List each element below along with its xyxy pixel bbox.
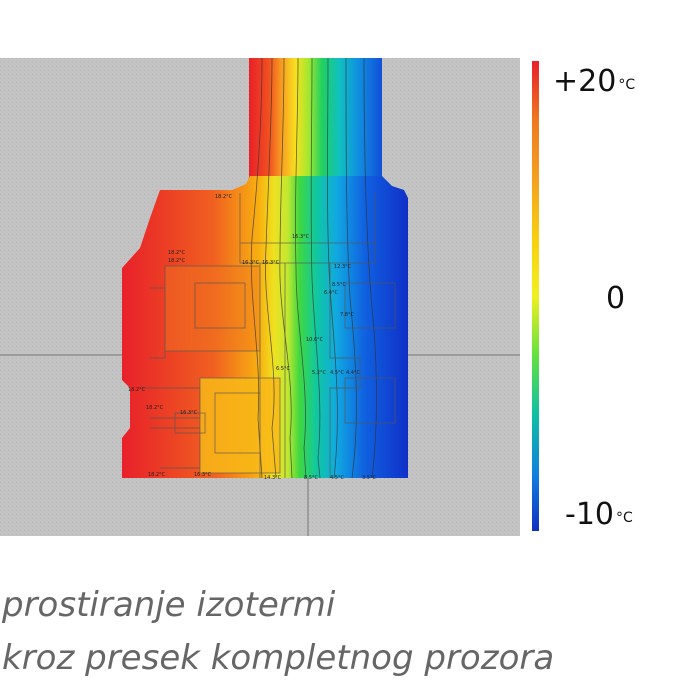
scale-min-unit: °C xyxy=(616,510,633,526)
isotherm-label: 14.3°C xyxy=(264,475,282,481)
isotherm-label: 6.5°C xyxy=(276,366,290,372)
isotherm-label: 18.2°C xyxy=(168,250,186,256)
caption-line-1: prostiranje izotermi xyxy=(2,585,336,625)
frame-chamber-lower xyxy=(200,378,280,473)
isotherm-label: 16.3°C xyxy=(194,472,212,478)
isotherm-label: 18.2°C xyxy=(215,194,233,200)
window-frame-section xyxy=(122,176,408,478)
isotherm-label: 4.5°C xyxy=(330,370,344,376)
isotherm-label: 6.4°C xyxy=(324,290,338,296)
isotherm-label: 16.3°C xyxy=(292,234,310,240)
isotherm-label: 7.8°C xyxy=(340,312,354,318)
temperature-color-scale-bar xyxy=(532,61,539,531)
frame-profile-outlines xyxy=(140,193,396,478)
isotherm-label: 16.3°C xyxy=(242,260,260,266)
scale-max-value: +20 xyxy=(553,64,617,99)
isotherm-label: 5.2°C xyxy=(312,370,326,376)
scale-min-value: -10 xyxy=(565,497,614,532)
isotherm-label: 18.2°C xyxy=(146,405,164,411)
isotherm-lines xyxy=(250,58,377,479)
scale-max-unit: °C xyxy=(618,77,636,93)
isotherm-label: 16.3°C xyxy=(180,410,198,416)
isotherm-label: 10.6°C xyxy=(306,337,324,343)
glass-strip xyxy=(249,58,382,198)
isotherm-label: 4.5°C xyxy=(330,475,344,481)
scale-zero-label: 0 xyxy=(606,281,626,316)
isotherm-label: 18.2°C xyxy=(148,472,166,478)
thermal-cross-section-diagram: 18.2°C18.2°C18.2°C 16.3°C 16.3°C16.3°C12.3… xyxy=(0,58,520,536)
scale-min-label: -10 °C xyxy=(565,497,633,532)
isotherm-label: 18.2°C xyxy=(128,387,146,393)
isotherm-label: 12.3°C xyxy=(334,264,352,270)
isotherm-value-labels: 18.2°C18.2°C18.2°C 16.3°C 16.3°C16.3°C12.3… xyxy=(128,194,376,481)
isotherm-label: 18.2°C xyxy=(168,258,186,264)
isotherm-label: 16.3°C xyxy=(262,260,280,266)
scale-max-label: +20 °C xyxy=(553,64,635,99)
frame-chamber-upper xyxy=(165,266,260,351)
isotherm-label: 4.4°C xyxy=(346,370,360,376)
isotherm-label: 3.5°C xyxy=(362,475,376,481)
isotherm-label: 8.5°C xyxy=(332,282,346,288)
isotherm-label: 8.5°C xyxy=(304,475,318,481)
caption-line-2: kroz presek kompletnog prozora xyxy=(2,638,555,678)
